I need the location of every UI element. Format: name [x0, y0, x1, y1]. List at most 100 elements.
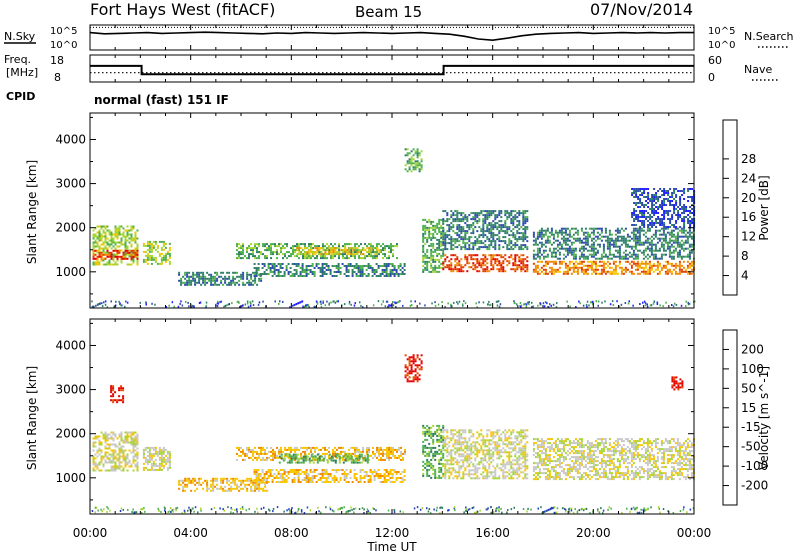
- data-cell: [124, 437, 127, 440]
- data-cell: [399, 269, 402, 271]
- data-cell: [464, 238, 467, 241]
- data-cell: [614, 266, 617, 269]
- data-cell: [426, 260, 429, 263]
- data-cell: [432, 266, 435, 269]
- data-cell: [112, 255, 115, 258]
- data-cell: [397, 273, 400, 275]
- data-cell: [572, 255, 575, 258]
- data-cell: [344, 249, 347, 252]
- data-cell: [640, 251, 643, 254]
- data-cell: [352, 459, 355, 462]
- data-cell: [132, 461, 135, 464]
- data-cell: [126, 233, 129, 236]
- data-cell: [648, 255, 651, 258]
- data-cell: [240, 251, 242, 254]
- data-cell: [622, 235, 625, 238]
- ground-cell: [424, 304, 426, 307]
- data-cell: [220, 485, 223, 488]
- ground-cell: [343, 303, 346, 306]
- data-cell: [368, 253, 370, 256]
- data-cell: [396, 243, 398, 246]
- data-cell: [616, 264, 619, 267]
- data-cell: [298, 243, 300, 246]
- data-cell: [332, 459, 335, 462]
- data-cell: [399, 265, 402, 267]
- data-cell: [254, 489, 257, 492]
- data-cell: [274, 456, 276, 459]
- data-cell: [436, 242, 439, 245]
- data-cell: [556, 268, 559, 271]
- data-cell: [238, 257, 240, 260]
- data-cell: [492, 266, 495, 269]
- data-cell: [608, 270, 611, 273]
- data-cell: [522, 224, 525, 227]
- data-cell: [204, 279, 207, 282]
- data-cell: [556, 249, 559, 252]
- data-cell: [166, 452, 169, 455]
- data-cell: [653, 198, 656, 200]
- data-cell: [568, 235, 571, 238]
- data-cell: [146, 450, 149, 453]
- data-cell: [284, 453, 287, 456]
- data-cell: [426, 236, 429, 239]
- data-cell: [643, 210, 646, 212]
- data-cell: [520, 246, 523, 249]
- data-cell: [388, 247, 390, 250]
- data-cell: [330, 257, 332, 260]
- data-cell: [498, 238, 501, 241]
- data-cell: [602, 270, 605, 273]
- data-cell: [276, 253, 278, 256]
- data-cell: [214, 485, 217, 488]
- data-cell: [494, 260, 497, 263]
- data-cell: [270, 247, 272, 250]
- data-cell: [242, 275, 245, 278]
- data-cell: [252, 489, 255, 492]
- data-cell: [674, 239, 677, 242]
- data-cell: [238, 448, 240, 451]
- data-cell: [532, 239, 535, 242]
- data-cell: [468, 246, 471, 249]
- data-cell: [634, 243, 637, 246]
- data-cell: [658, 239, 661, 242]
- data-cell: [498, 220, 501, 223]
- data-cell: [628, 251, 631, 254]
- data-cell: [380, 458, 382, 461]
- data-cell: [568, 233, 571, 236]
- data-cell: [650, 264, 653, 267]
- data-cell: [212, 481, 215, 484]
- data-cell: [688, 266, 691, 269]
- data-cell: [329, 269, 332, 271]
- data-cell: [108, 263, 111, 266]
- data-cell: [426, 250, 429, 253]
- data-cell: [628, 245, 631, 248]
- ground-cell: [585, 303, 588, 306]
- data-cell: [508, 226, 511, 229]
- data-cell: [639, 226, 642, 228]
- data-cell: [303, 271, 306, 273]
- data-cell: [188, 479, 191, 482]
- data-cell: [328, 454, 330, 457]
- ground-cell: [487, 303, 489, 306]
- data-cell: [358, 448, 360, 451]
- data-cell: [126, 239, 129, 242]
- ground-cell: [531, 306, 533, 308]
- data-cell: [428, 232, 431, 235]
- data-cell: [377, 265, 380, 267]
- data-cell: [116, 259, 119, 262]
- data-cell: [454, 242, 457, 245]
- data-cell: [254, 279, 257, 282]
- data-cell: [660, 253, 663, 256]
- data-cell: [158, 468, 161, 471]
- data-cell: [116, 249, 119, 252]
- data-cell: [164, 448, 167, 451]
- data-cell: [652, 255, 655, 258]
- data-cell: [256, 283, 259, 286]
- data-cell: [624, 266, 627, 269]
- data-cell: [262, 243, 264, 246]
- data-cell: [550, 253, 553, 256]
- data-cell: [564, 255, 567, 258]
- data-cell: [204, 281, 207, 284]
- data-cell: [292, 448, 294, 451]
- data-cell: [426, 256, 429, 259]
- data-cell: [622, 272, 625, 275]
